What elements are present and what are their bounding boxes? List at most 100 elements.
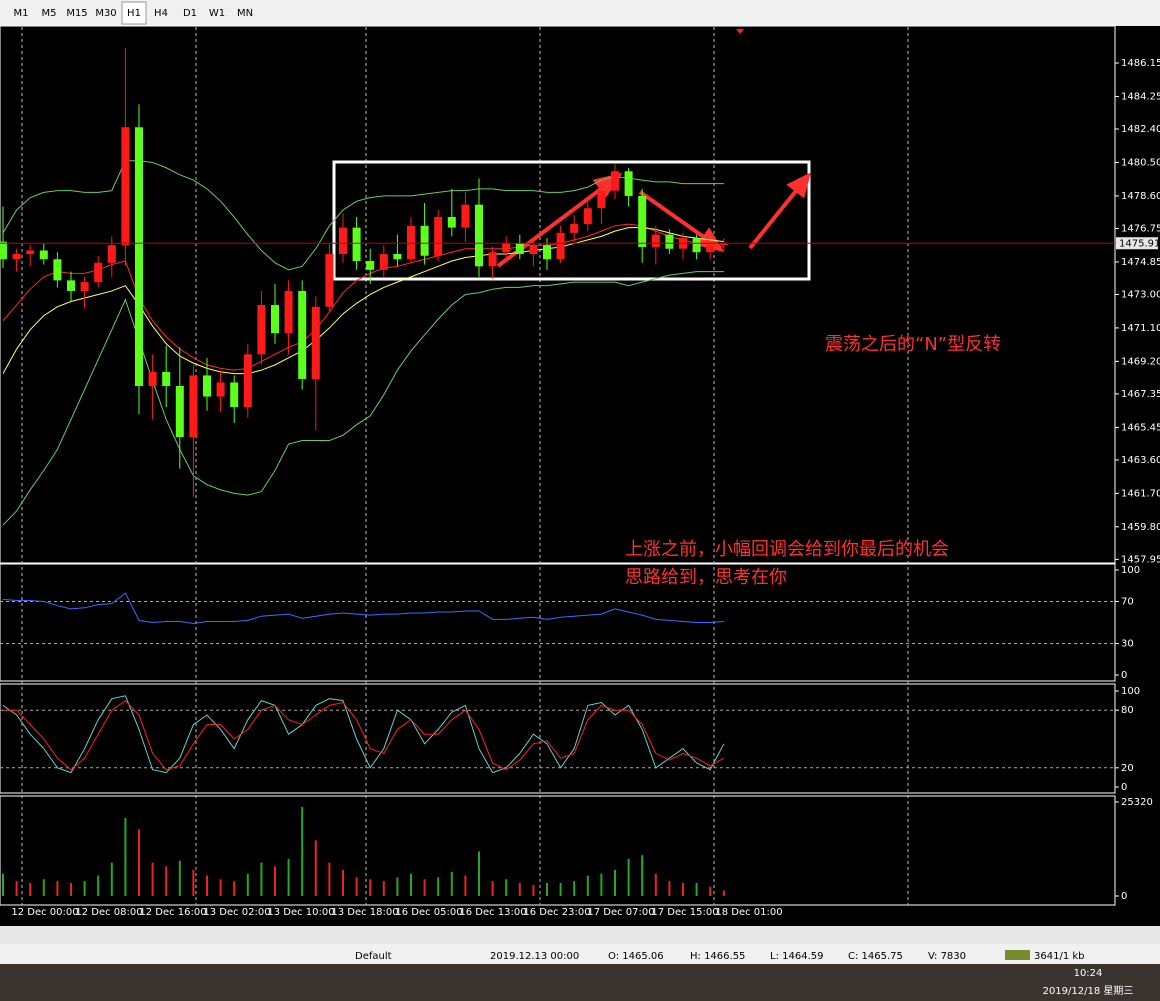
y-tick-label: 20 <box>1121 763 1134 774</box>
x-tick-label: 17 Dec 15:00 <box>651 907 718 918</box>
y-tick-label: 0 <box>1121 891 1127 902</box>
y-tick-label: 0 <box>1121 670 1127 681</box>
candle-body <box>339 227 347 254</box>
status-close: C: 1465.75 <box>848 951 903 962</box>
candle-body <box>407 225 415 260</box>
status-time: 2019.12.13 00:00 <box>490 951 579 962</box>
candle-body <box>447 217 456 228</box>
taskbar <box>0 964 1160 1001</box>
current-price: 1475.91 <box>1119 238 1160 249</box>
status-traffic: 3641/1 kb <box>1034 951 1085 962</box>
stoch-panel <box>0 683 1116 794</box>
candle-body <box>53 259 62 281</box>
candle-body <box>651 234 660 247</box>
x-tick-label: 12 Dec 16:00 <box>139 907 206 918</box>
candle-body <box>0 241 7 260</box>
candle-body <box>26 250 35 254</box>
candle-body <box>67 280 75 291</box>
y-tick-label: 1486.15 <box>1121 58 1160 69</box>
marker <box>736 29 744 34</box>
annotation: 思路给到，思考在你 <box>625 567 787 588</box>
x-tick-label: 13 Dec 10:00 <box>267 907 334 918</box>
timeframe-button[interactable]: M30 <box>95 8 116 19</box>
traffic-icon <box>1005 950 1030 960</box>
y-tick-label: 1457.95 <box>1121 554 1160 565</box>
timeframe-button[interactable]: D1 <box>183 8 197 19</box>
timeframe-button[interactable]: M15 <box>66 8 87 19</box>
y-tick-label: 1469.20 <box>1121 356 1160 367</box>
candle-body <box>665 234 674 249</box>
candle-body <box>420 225 429 256</box>
time-grid <box>21 27 909 905</box>
candle-body <box>611 171 619 191</box>
candle-body <box>148 371 157 386</box>
candle-body <box>230 382 239 408</box>
y-tick-label: 1478.60 <box>1121 191 1160 202</box>
candle-body <box>298 290 307 379</box>
overlay-line <box>2 271 724 526</box>
y-tick-label: 1467.35 <box>1121 389 1160 400</box>
x-tick-label: 16 Dec 05:00 <box>395 907 462 918</box>
timeframe-button[interactable]: H1 <box>127 8 141 19</box>
y-tick-label: 100 <box>1121 565 1140 576</box>
timeframe-button[interactable]: W1 <box>209 8 225 19</box>
indicator-line <box>2 695 725 774</box>
candle-body <box>719 243 728 246</box>
clock-date: 2019/12/18 星期三 <box>1043 985 1134 997</box>
candle-body <box>80 282 89 291</box>
candle-body <box>243 354 252 408</box>
candle-body <box>189 375 198 438</box>
y-tick-label: 1476.75 <box>1121 223 1160 234</box>
y-tick-label: 1461.70 <box>1121 488 1160 499</box>
y-tick-label: 1473.00 <box>1121 289 1160 300</box>
overlay-line <box>2 223 724 371</box>
y-tick-label: 1465.45 <box>1121 422 1160 433</box>
candle-body <box>502 243 511 253</box>
x-tick-label: 18 Dec 01:00 <box>715 907 782 918</box>
timeframe-button[interactable]: MN <box>237 8 253 19</box>
candle-body <box>570 224 579 233</box>
y-tick-label: 80 <box>1121 705 1134 716</box>
x-tick-label: 13 Dec 18:00 <box>331 907 398 918</box>
y-tick-label: 70 <box>1121 597 1134 608</box>
y-tick-label: 25320 <box>1121 797 1153 808</box>
candle-body <box>543 245 551 260</box>
y-tick-label: 30 <box>1121 639 1134 650</box>
x-tick-label: 16 Dec 13:00 <box>459 907 526 918</box>
timeframe-button[interactable]: M1 <box>14 8 29 19</box>
x-tick-label: 17 Dec 07:00 <box>587 907 654 918</box>
candle-body <box>488 252 497 267</box>
status-profile: Default <box>355 951 392 962</box>
x-tick-label: 12 Dec 08:00 <box>75 907 142 918</box>
clock-time: 10:24 <box>1074 968 1103 979</box>
timeframe-button[interactable]: H4 <box>154 8 168 19</box>
x-tick-label: 16 Dec 23:00 <box>523 907 590 918</box>
timeframe-button[interactable]: M5 <box>42 8 57 19</box>
candle-body <box>311 306 320 379</box>
candle-body <box>379 253 388 270</box>
candle-body <box>434 217 443 256</box>
y-tick-label: 1471.10 <box>1121 323 1160 334</box>
candle-body <box>121 127 130 246</box>
candle-body <box>366 261 375 270</box>
annotation: 震荡之后的“N”型反转 <box>825 334 1001 355</box>
scrollbar <box>0 926 1160 944</box>
candle-body <box>461 204 470 228</box>
candle-body <box>692 238 701 253</box>
x-tick-label: 13 Dec 02:00 <box>203 907 270 918</box>
active-tab <box>121 1 147 25</box>
indicator-line <box>2 592 724 625</box>
candle-body <box>203 375 211 397</box>
candle-body <box>12 253 21 260</box>
rsi-panel <box>0 563 1116 682</box>
annotation: 上涨之前，小幅回调会给到你最后的机会 <box>625 539 949 560</box>
candle-body <box>529 245 538 254</box>
status-bar <box>0 944 1160 964</box>
y-tick-label: 1484.25 <box>1121 91 1160 102</box>
status-low: L: 1464.59 <box>770 951 823 962</box>
toolbar <box>0 0 1160 26</box>
y-tick-label: 1463.60 <box>1121 455 1160 466</box>
candle-body <box>257 305 266 355</box>
y-tick-label: 1474.85 <box>1121 257 1160 268</box>
